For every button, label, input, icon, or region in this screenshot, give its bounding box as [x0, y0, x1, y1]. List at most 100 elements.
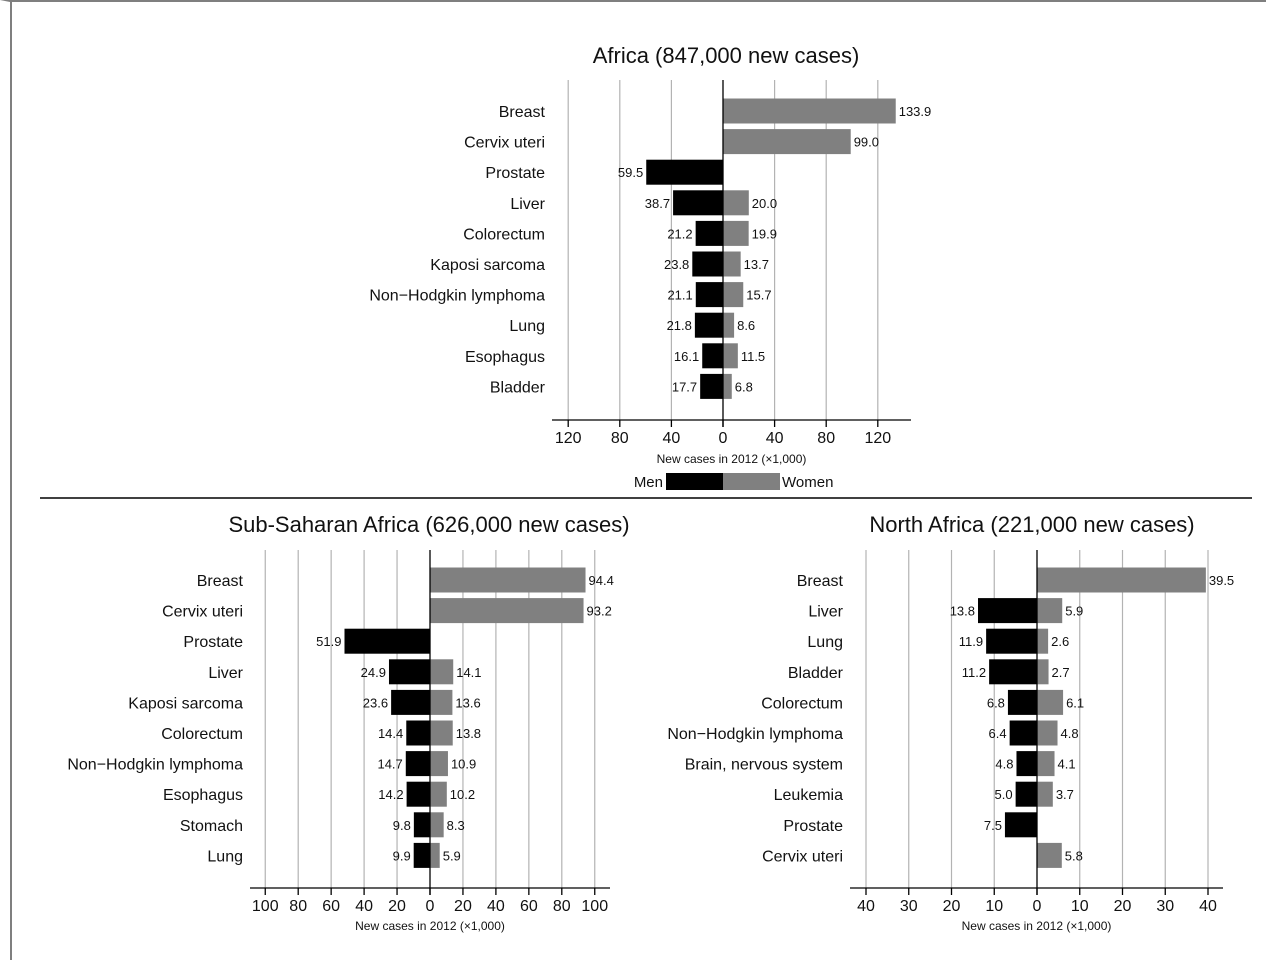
- women-value-label: 19.9: [752, 226, 777, 241]
- sub-saharan-africa-chart: Sub-Saharan Africa (626,000 new cases) Br…: [67, 512, 629, 933]
- category-label: Cervix uteri: [762, 848, 843, 865]
- women-value-label: 4.8: [1061, 726, 1079, 741]
- category-label: Liver: [510, 196, 545, 213]
- women-bar: [430, 781, 447, 807]
- category-label: Colorectum: [761, 695, 843, 712]
- women-value-label: 2.6: [1051, 634, 1069, 649]
- x-tick-label: 30: [1156, 898, 1174, 915]
- men-value-label: 16.1: [674, 349, 699, 364]
- women-value-label: 6.8: [735, 379, 753, 394]
- category-label: Esophagus: [163, 787, 243, 804]
- category-label: Brain, nervous system: [685, 757, 843, 774]
- category-label: Kaposi sarcoma: [128, 695, 243, 712]
- x-tick-label: 80: [817, 430, 835, 447]
- men-value-label: 38.7: [645, 196, 670, 211]
- x-tick-label: 100: [252, 898, 279, 915]
- men-bar: [406, 781, 430, 807]
- men-bar: [692, 251, 723, 277]
- africa-chart: Africa (847,000 new cases) Breast 133.9 Cer…: [369, 43, 931, 466]
- women-bar: [723, 282, 744, 308]
- women-value-label: 6.1: [1066, 695, 1084, 710]
- women-bar: [723, 190, 749, 216]
- x-tick-label: 80: [289, 898, 307, 915]
- women-bar: [430, 659, 454, 685]
- men-value-label: 14.4: [378, 726, 403, 741]
- category-label: Stomach: [180, 818, 243, 835]
- women-bar: [430, 567, 586, 593]
- women-value-label: 10.9: [451, 757, 476, 772]
- women-value-label: 20.0: [752, 196, 777, 211]
- x-tick-label: 20: [388, 898, 406, 915]
- men-bar: [1016, 751, 1037, 777]
- women-value-label: 8.6: [737, 318, 755, 333]
- category-label: Breast: [797, 573, 844, 590]
- category-label: Prostate: [183, 634, 243, 651]
- x-tick-label: 60: [322, 898, 340, 915]
- x-tick-label: 60: [520, 898, 538, 915]
- women-bar: [1037, 567, 1206, 593]
- women-value-label: 5.9: [443, 848, 461, 863]
- men-bar: [413, 812, 430, 838]
- men-bar: [695, 220, 723, 246]
- x-tick-label: 30: [900, 898, 918, 915]
- women-value-label: 14.1: [456, 665, 481, 680]
- women-bar: [723, 312, 735, 338]
- men-value-label: 9.8: [393, 818, 411, 833]
- men-value-label: 11.9: [959, 634, 983, 649]
- women-bar: [1037, 598, 1063, 624]
- men-bar: [986, 628, 1037, 654]
- x-tick-label: 40: [487, 898, 505, 915]
- men-bar: [702, 343, 723, 369]
- men-value-label: 51.9: [316, 634, 341, 649]
- women-bar: [430, 751, 448, 777]
- women-value-label: 99.0: [854, 135, 879, 150]
- x-tick-label: 0: [719, 430, 728, 447]
- category-label: Prostate: [783, 818, 843, 835]
- category-label: Non−Hodgkin lymphoma: [67, 757, 243, 774]
- chart-title: North Africa (221,000 new cases): [869, 512, 1194, 537]
- men-value-label: 9.9: [393, 848, 411, 863]
- men-bar: [695, 282, 723, 308]
- category-label: Colorectum: [161, 726, 243, 743]
- men-bar: [700, 373, 723, 399]
- women-bar: [723, 373, 732, 399]
- category-label: Bladder: [788, 665, 844, 682]
- men-value-label: 11.2: [962, 665, 986, 680]
- women-value-label: 2.7: [1052, 665, 1070, 680]
- women-bar: [1037, 659, 1049, 685]
- x-tick-label: 20: [1114, 898, 1132, 915]
- x-tick-label: 40: [766, 430, 784, 447]
- women-bar: [723, 343, 738, 369]
- legend: Men Women: [634, 473, 833, 491]
- women-value-label: 11.5: [741, 349, 765, 364]
- category-label: Liver: [208, 665, 243, 682]
- category-label: Lung: [807, 634, 843, 651]
- men-value-label: 24.9: [361, 665, 386, 680]
- category-label: Prostate: [485, 165, 545, 182]
- men-bar: [413, 842, 430, 868]
- men-value-label: 21.1: [667, 288, 692, 303]
- men-value-label: 14.7: [377, 757, 402, 772]
- category-label: Breast: [499, 104, 546, 121]
- women-bar: [430, 598, 584, 624]
- men-value-label: 17.7: [672, 379, 697, 394]
- women-bar: [430, 812, 444, 838]
- legend-men-swatch: [666, 473, 723, 490]
- men-bar: [1007, 689, 1037, 715]
- category-label: Lung: [509, 318, 545, 335]
- men-bar: [405, 751, 430, 777]
- women-value-label: 133.9: [899, 104, 932, 119]
- men-value-label: 23.6: [363, 695, 388, 710]
- x-tick-label: 40: [1199, 898, 1217, 915]
- chart-title: Africa (847,000 new cases): [593, 43, 860, 68]
- women-bar: [1037, 628, 1049, 654]
- category-label: Non−Hodgkin lymphoma: [369, 288, 545, 305]
- men-bar: [673, 190, 723, 216]
- north-africa-chart: North Africa (221,000 new cases) Breast 39…: [667, 512, 1234, 933]
- category-label: Breast: [197, 573, 244, 590]
- women-value-label: 13.7: [744, 257, 769, 272]
- women-value-label: 3.7: [1056, 787, 1074, 802]
- x-tick-label: 0: [1033, 898, 1042, 915]
- men-value-label: 6.8: [987, 695, 1005, 710]
- women-bar: [723, 251, 741, 277]
